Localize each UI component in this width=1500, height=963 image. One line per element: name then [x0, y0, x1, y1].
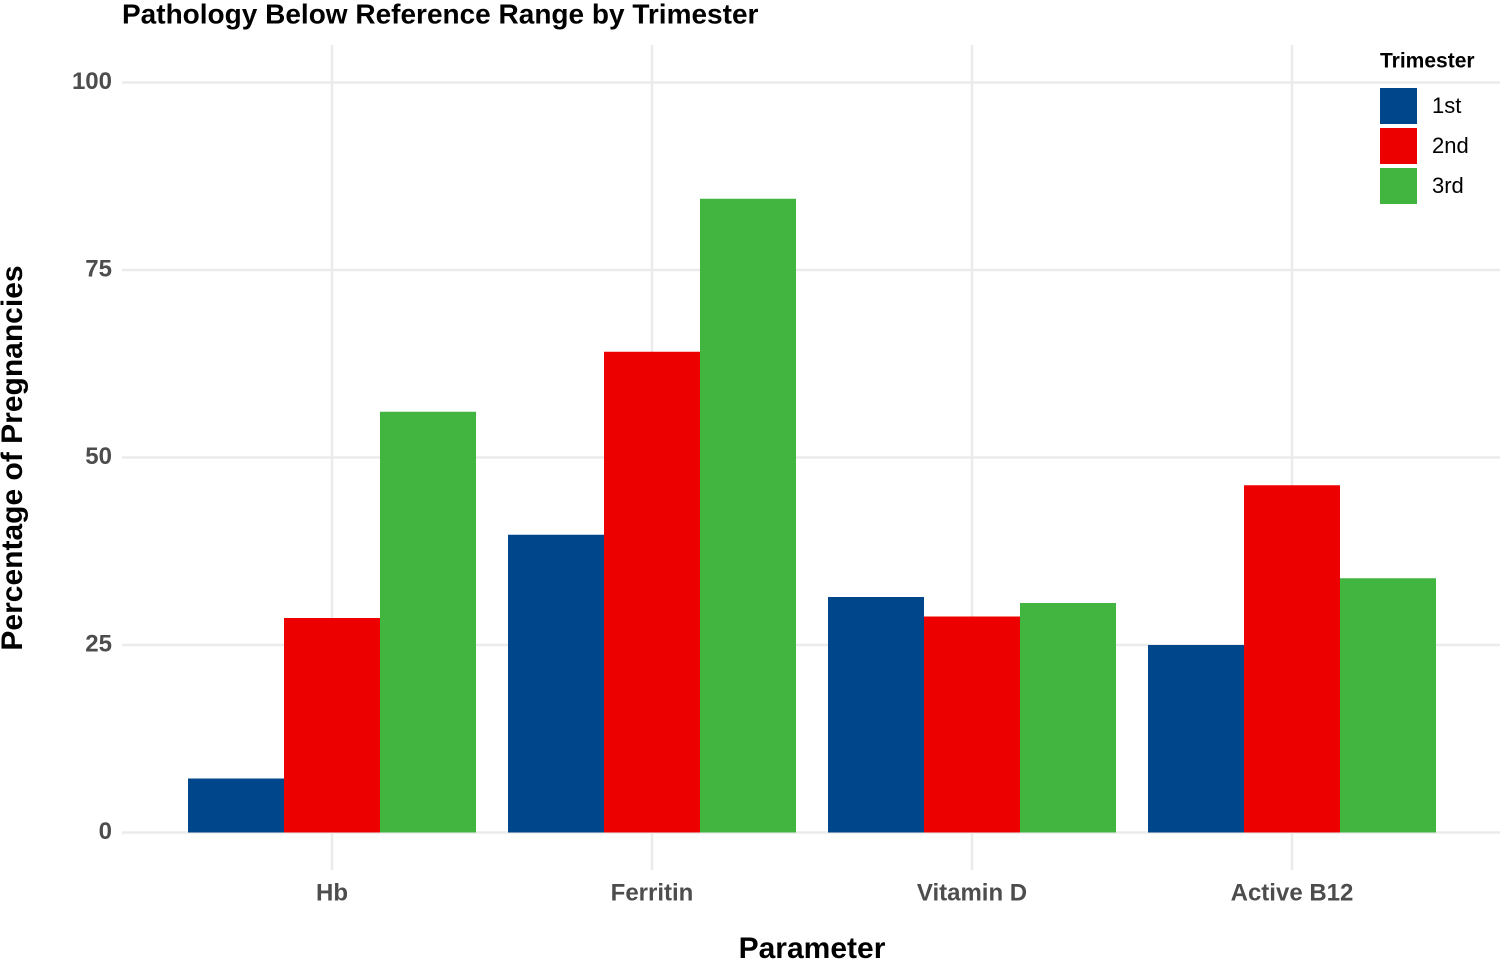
bar — [284, 618, 380, 833]
x-tick-label: Ferritin — [611, 879, 694, 906]
y-tick-label: 0 — [99, 818, 112, 845]
legend-label: 3rd — [1432, 173, 1464, 198]
chart-title: Pathology Below Reference Range by Trime… — [122, 0, 759, 29]
y-axis-title: Percentage of Pregnancies — [0, 265, 29, 650]
bar — [700, 198, 796, 833]
legend-key — [1380, 88, 1417, 124]
bar — [188, 778, 284, 833]
y-tick-label: 25 — [85, 630, 112, 657]
y-tick-label: 75 — [85, 255, 112, 282]
bars — [188, 198, 1436, 833]
x-axis-title: Parameter — [739, 932, 886, 963]
legend-key — [1380, 128, 1417, 164]
grid: 0 25 50 75 100 Hb Ferritin Vitamin D Active B12 — [72, 45, 1500, 906]
bar — [1148, 645, 1244, 833]
legend-title: Trimester — [1380, 50, 1475, 73]
bar — [508, 534, 604, 833]
bar — [924, 616, 1020, 833]
x-tick-label: Hb — [316, 879, 348, 906]
bar — [380, 411, 476, 833]
bar — [828, 597, 924, 833]
legend-label: 1st — [1432, 93, 1461, 118]
bar — [604, 351, 700, 833]
bar — [1244, 485, 1340, 833]
y-tick-label: 50 — [85, 443, 112, 470]
bar — [1020, 603, 1116, 833]
y-tick-label: 100 — [72, 68, 112, 95]
x-tick-label: Vitamin D — [917, 879, 1027, 906]
legend: Trimester 1st 2nd 3rd — [1380, 50, 1475, 204]
x-tick-label: Active B12 — [1231, 879, 1354, 906]
legend-key — [1380, 168, 1417, 204]
bar — [1340, 578, 1436, 833]
legend-label: 2nd — [1432, 133, 1469, 158]
